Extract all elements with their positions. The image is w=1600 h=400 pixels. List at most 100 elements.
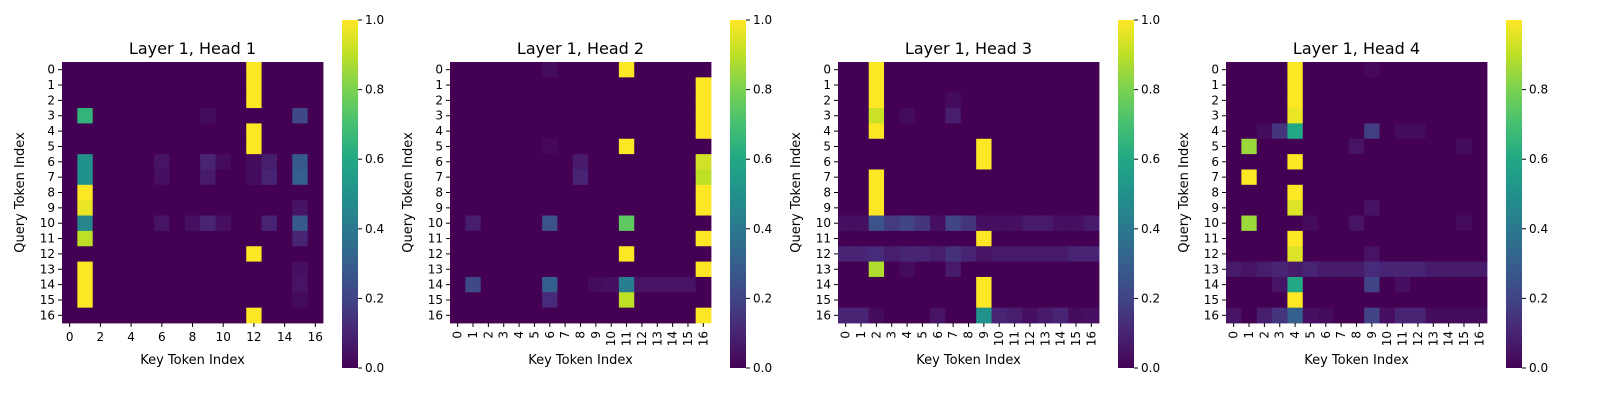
heatmap-cell xyxy=(1440,230,1457,247)
heatmap-cell xyxy=(618,307,635,324)
colorbar-tick-label: 0.8 xyxy=(753,83,772,97)
heatmap-cell xyxy=(588,108,604,124)
heatmap-cell xyxy=(1471,138,1488,155)
heatmap-cell xyxy=(572,261,589,278)
heatmap-cell xyxy=(1302,77,1319,94)
heatmap-cell xyxy=(1456,138,1473,155)
x-tick-label: 14 xyxy=(666,331,680,346)
heatmap-cell xyxy=(588,276,604,293)
x-tick-label: 13 xyxy=(1038,331,1052,346)
heatmap-cell xyxy=(1256,123,1273,140)
heatmap-cell xyxy=(169,215,186,232)
y-tick-label: 11 xyxy=(816,232,831,246)
heatmap-cell xyxy=(960,230,977,247)
heatmap-cell xyxy=(1410,230,1426,247)
heatmap-cell xyxy=(634,215,650,232)
x-axis-label: Key Token Index xyxy=(1304,353,1409,368)
heatmap-cell xyxy=(899,154,916,170)
heatmap-cell xyxy=(695,276,712,293)
heatmap-cell xyxy=(618,230,635,247)
heatmap-cell xyxy=(480,307,497,324)
heatmap-cell xyxy=(930,184,946,201)
heatmap-cell xyxy=(680,276,697,293)
heatmap-cell xyxy=(261,169,278,186)
heatmap-cell xyxy=(154,154,170,170)
heatmap-cell xyxy=(853,77,870,94)
heatmap-cell xyxy=(526,138,543,155)
heatmap-cell xyxy=(976,230,992,247)
heatmap-cell xyxy=(1226,292,1242,309)
heatmap-cell xyxy=(945,200,962,216)
heatmap-cell xyxy=(884,292,900,309)
heatmap-cell xyxy=(930,215,946,232)
heatmap-cell xyxy=(184,230,201,247)
heatmap-cell xyxy=(930,307,946,324)
heatmap-cell xyxy=(138,108,155,124)
heatmap-cell xyxy=(991,92,1008,109)
heatmap-cell xyxy=(1006,108,1023,124)
heatmap-cell xyxy=(292,138,309,155)
heatmap-cell xyxy=(138,246,155,262)
heatmap-cell xyxy=(511,261,528,278)
heatmap-cell xyxy=(246,169,262,186)
heatmap-cell xyxy=(526,292,543,309)
heatmap-cell xyxy=(557,92,574,109)
x-tick-label: 1 xyxy=(854,331,868,339)
heatmap-cell xyxy=(1052,184,1069,201)
heatmap-cell xyxy=(92,200,109,216)
heatmap-cell xyxy=(450,108,466,124)
heatmap-cell xyxy=(496,215,512,232)
heatmap-cell xyxy=(307,246,324,262)
heatmap-cell xyxy=(450,292,466,309)
heatmap-cell xyxy=(838,215,854,232)
heatmap-cell xyxy=(1456,77,1473,94)
heatmap-cell xyxy=(465,261,482,278)
heatmap-cell xyxy=(618,62,635,78)
heatmap-cell xyxy=(542,261,558,278)
heatmap-cell xyxy=(1287,108,1304,124)
heatmap-cell xyxy=(572,154,589,170)
heatmap-cell xyxy=(200,230,216,247)
heatmap-cell xyxy=(1379,307,1396,324)
y-tick-label: 13 xyxy=(40,262,55,276)
heatmap-cell xyxy=(868,108,885,124)
heatmap-cell xyxy=(976,292,992,309)
heatmap-cell xyxy=(1256,230,1273,247)
heatmap-cell xyxy=(450,184,466,201)
heatmap-cell xyxy=(853,292,870,309)
x-tick-label: 12 xyxy=(246,330,261,344)
y-tick-label: 16 xyxy=(428,308,443,322)
y-tick-label: 14 xyxy=(816,278,831,292)
heatmap-cell xyxy=(557,138,574,155)
heatmap-cell xyxy=(108,154,124,170)
heatmap-cell xyxy=(1287,77,1304,94)
heatmap-cell xyxy=(261,230,278,247)
heatmap-cell xyxy=(664,200,681,216)
heatmap-cell xyxy=(1037,169,1054,186)
heatmap-cell xyxy=(1037,261,1054,278)
x-tick-label: 14 xyxy=(1442,331,1456,346)
heatmap-cell xyxy=(138,138,155,155)
heatmap-cell xyxy=(680,230,697,247)
y-tick-label: 16 xyxy=(816,308,831,322)
heatmap-cell xyxy=(1241,230,1258,247)
heatmap-cell xyxy=(1272,215,1288,232)
heatmap-cell xyxy=(960,154,977,170)
heatmap-cell xyxy=(1440,276,1457,293)
heatmap-cell xyxy=(1052,261,1069,278)
heatmap-cell xyxy=(588,138,604,155)
heatmap-cell xyxy=(246,92,262,109)
heatmap-cell xyxy=(618,92,635,109)
heatmap-cell xyxy=(1364,62,1380,78)
heatmap-cell xyxy=(914,246,931,262)
heatmap-cell xyxy=(200,276,216,293)
heatmap-cell xyxy=(526,77,543,94)
heatmap-cell xyxy=(1287,261,1304,278)
heatmap-cell xyxy=(1272,276,1288,293)
heatmap-cell xyxy=(603,200,620,216)
heatmap-cell xyxy=(914,123,931,140)
x-tick-label: 2 xyxy=(869,331,883,339)
heatmap-cell xyxy=(307,169,324,186)
heatmap-cell xyxy=(853,230,870,247)
heatmap-cell xyxy=(853,184,870,201)
